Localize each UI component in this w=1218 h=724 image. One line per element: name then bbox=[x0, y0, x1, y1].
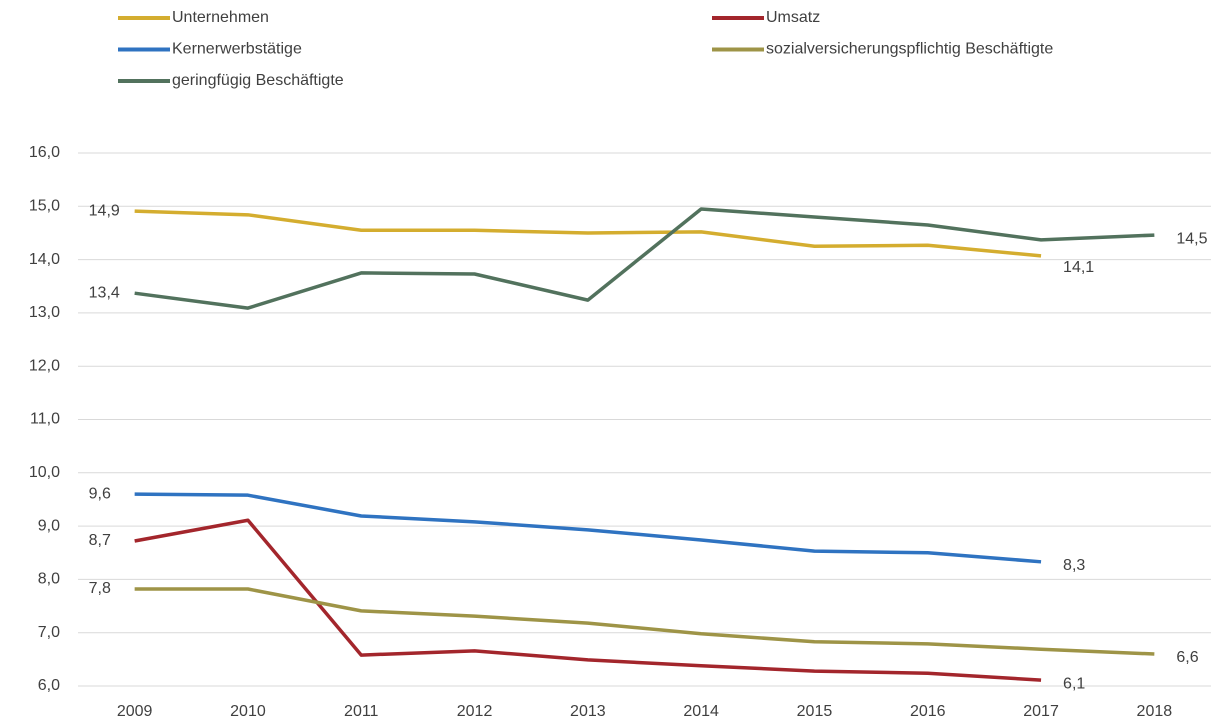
y-tick-label: 11,0 bbox=[30, 411, 60, 428]
data-label: 14,5 bbox=[1176, 230, 1207, 247]
x-tick-label: 2013 bbox=[570, 703, 606, 720]
legend-label: geringfügig Beschäftigte bbox=[172, 72, 344, 89]
y-tick-label: 7,0 bbox=[38, 624, 60, 641]
y-tick-label: 9,0 bbox=[38, 517, 60, 534]
x-tick-label: 2016 bbox=[910, 703, 946, 720]
x-tick-label: 2011 bbox=[344, 703, 379, 720]
y-tick-label: 16,0 bbox=[29, 144, 60, 161]
y-tick-label: 15,0 bbox=[29, 198, 60, 215]
data-label: 9,6 bbox=[89, 485, 111, 502]
legend-label: Umsatz bbox=[766, 9, 820, 26]
y-tick-label: 12,0 bbox=[29, 357, 60, 374]
x-tick-label: 2010 bbox=[230, 703, 266, 720]
data-label: 8,7 bbox=[89, 532, 111, 549]
y-tick-label: 14,0 bbox=[29, 251, 60, 268]
series-line bbox=[134, 209, 1042, 258]
series-line bbox=[134, 207, 1155, 310]
legend-label: Kernerwerbstätige bbox=[172, 41, 302, 58]
y-tick-label: 6,0 bbox=[38, 677, 60, 694]
series-line bbox=[134, 587, 1155, 656]
data-label: 7,8 bbox=[89, 580, 111, 597]
x-tick-label: 2018 bbox=[1137, 703, 1173, 720]
x-tick-label: 2017 bbox=[1023, 703, 1059, 720]
data-label: 6,6 bbox=[1176, 649, 1198, 666]
x-tick-label: 2014 bbox=[683, 703, 719, 720]
legend-label: Unternehmen bbox=[172, 9, 269, 26]
data-label: 14,9 bbox=[89, 202, 120, 219]
x-tick-label: 2015 bbox=[797, 703, 833, 720]
x-tick-label: 2012 bbox=[457, 703, 493, 720]
y-tick-label: 8,0 bbox=[38, 571, 60, 588]
legend-label: sozialversicherungspflichtig Beschäftigt… bbox=[766, 41, 1053, 58]
data-label: 13,4 bbox=[89, 284, 120, 301]
data-label: 14,1 bbox=[1063, 259, 1094, 276]
series-line bbox=[134, 518, 1042, 682]
y-tick-label: 10,0 bbox=[29, 464, 60, 481]
y-tick-label: 13,0 bbox=[29, 304, 60, 321]
data-label: 6,1 bbox=[1063, 675, 1085, 692]
series-line bbox=[134, 492, 1042, 564]
data-label: 8,3 bbox=[1063, 557, 1085, 574]
x-tick-label: 2009 bbox=[117, 703, 153, 720]
